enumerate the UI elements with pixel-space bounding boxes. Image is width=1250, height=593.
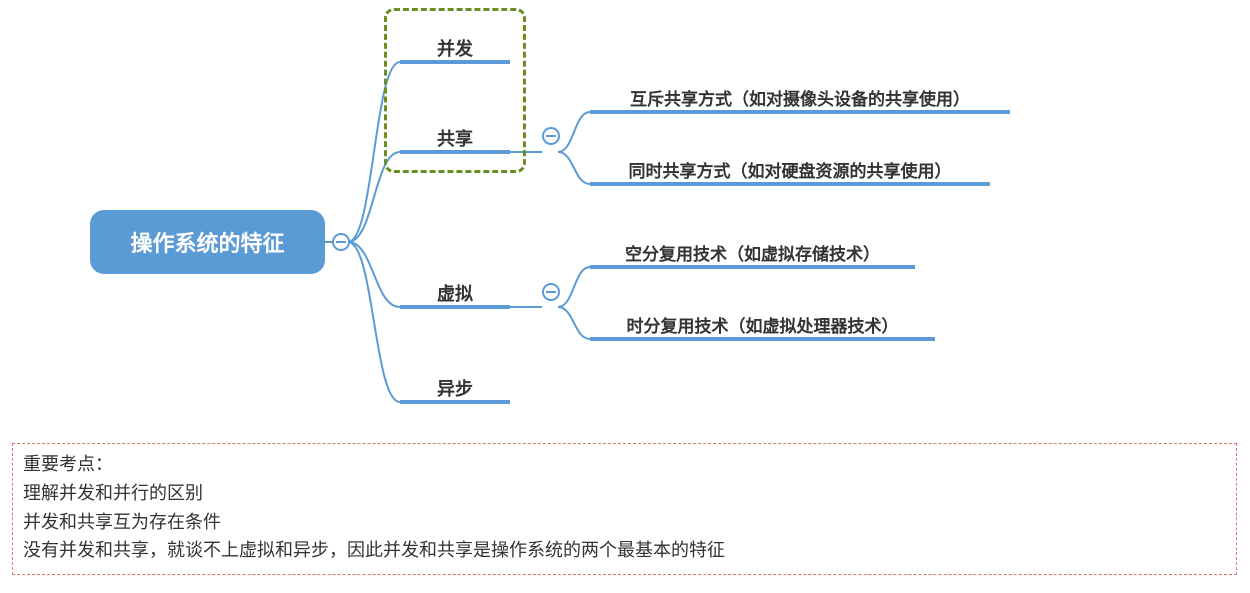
note-line: 没有并发和共享，就谈不上虚拟和异步，因此并发和共享是操作系统的两个最基本的特征 (23, 536, 1226, 565)
note-line: 重要考点： (23, 450, 1226, 479)
root-node[interactable]: 操作系统的特征 (90, 210, 325, 274)
level2-node[interactable]: 时分复用技术（如虚拟处理器技术） (590, 312, 935, 337)
level1-node-concurrency[interactable]: 并发 (400, 35, 510, 61)
level1-underline (400, 305, 510, 309)
level2-underline (590, 110, 1010, 114)
level1-node-virtual[interactable]: 虚拟 (400, 280, 510, 306)
level1-underline (400, 60, 510, 64)
collapse-button[interactable] (332, 233, 350, 251)
level1-underline (400, 400, 510, 404)
level2-underline (590, 182, 990, 186)
note-line: 并发和共享互为存在条件 (23, 508, 1226, 537)
collapse-button[interactable] (542, 283, 560, 301)
level2-node[interactable]: 同时共享方式（如对硬盘资源的共享使用） (590, 157, 990, 182)
notes-box: 重要考点：理解并发和并行的区别并发和共享互为存在条件没有并发和共享，就谈不上虚拟… (12, 443, 1237, 575)
collapse-button[interactable] (542, 127, 560, 145)
root-label: 操作系统的特征 (130, 226, 284, 258)
level1-node-async[interactable]: 异步 (400, 375, 510, 401)
level2-underline (590, 337, 935, 341)
level2-node[interactable]: 互斥共享方式（如对摄像头设备的共享使用） (590, 85, 1010, 110)
level2-underline (590, 265, 915, 269)
level2-node[interactable]: 空分复用技术（如虚拟存储技术） (590, 240, 915, 265)
level1-node-sharing[interactable]: 共享 (400, 125, 510, 151)
level1-underline (400, 150, 510, 154)
note-line: 理解并发和并行的区别 (23, 479, 1226, 508)
